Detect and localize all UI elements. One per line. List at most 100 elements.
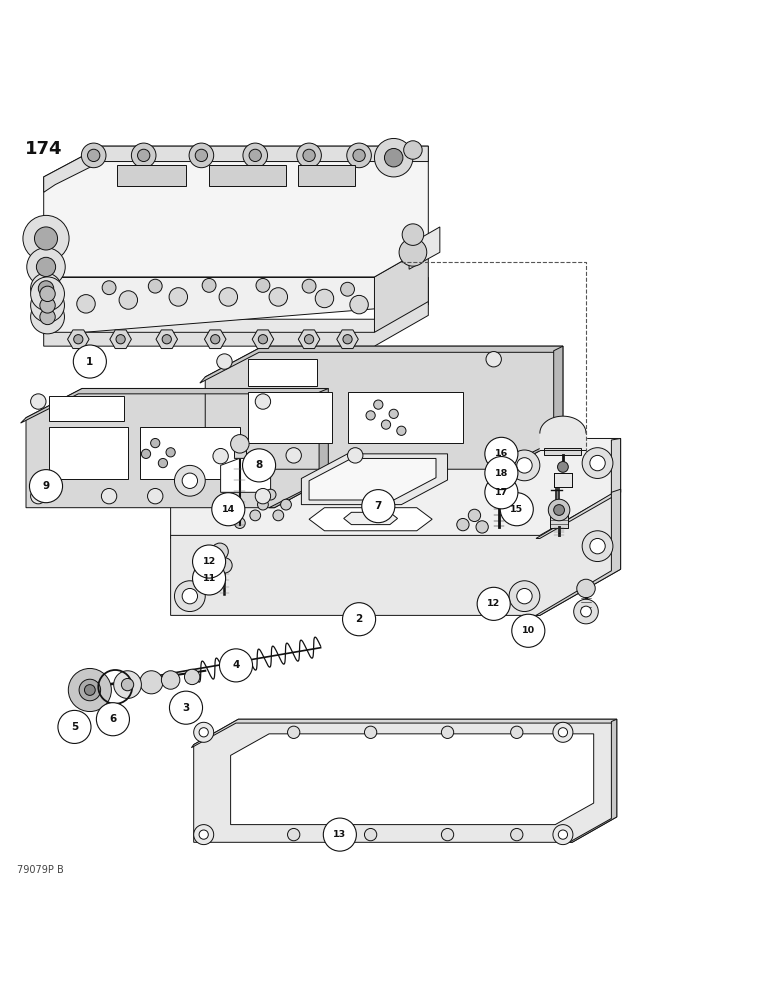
Circle shape xyxy=(194,825,214,845)
Circle shape xyxy=(79,679,100,701)
Circle shape xyxy=(243,143,268,168)
Circle shape xyxy=(189,143,214,168)
Circle shape xyxy=(366,411,375,420)
Circle shape xyxy=(119,291,137,309)
Circle shape xyxy=(512,614,545,647)
Polygon shape xyxy=(337,330,358,349)
Circle shape xyxy=(340,282,354,296)
Text: 16: 16 xyxy=(495,449,508,458)
Polygon shape xyxy=(49,427,128,479)
Circle shape xyxy=(217,558,232,573)
Circle shape xyxy=(553,722,573,742)
Polygon shape xyxy=(309,508,432,531)
Circle shape xyxy=(280,499,291,510)
Circle shape xyxy=(384,148,403,167)
Circle shape xyxy=(256,394,271,409)
Circle shape xyxy=(195,149,208,162)
Circle shape xyxy=(40,286,56,302)
Circle shape xyxy=(256,488,271,504)
Circle shape xyxy=(182,588,198,604)
Polygon shape xyxy=(67,330,89,349)
Circle shape xyxy=(469,509,481,522)
Polygon shape xyxy=(44,146,428,277)
Polygon shape xyxy=(205,346,563,469)
Text: 14: 14 xyxy=(222,505,235,514)
Circle shape xyxy=(211,335,220,344)
Circle shape xyxy=(399,238,427,266)
Circle shape xyxy=(147,488,163,504)
Circle shape xyxy=(174,465,205,496)
Bar xyxy=(554,473,572,487)
Circle shape xyxy=(350,295,368,314)
Circle shape xyxy=(557,462,568,472)
Circle shape xyxy=(113,671,141,698)
Circle shape xyxy=(486,352,501,367)
Polygon shape xyxy=(117,165,186,186)
Text: 11: 11 xyxy=(202,574,215,583)
Circle shape xyxy=(558,728,567,737)
Polygon shape xyxy=(297,165,355,186)
Circle shape xyxy=(347,448,363,463)
Circle shape xyxy=(486,448,501,464)
Circle shape xyxy=(381,420,391,429)
Circle shape xyxy=(161,671,180,689)
Polygon shape xyxy=(536,438,621,538)
Circle shape xyxy=(29,470,63,503)
Polygon shape xyxy=(44,288,428,335)
Polygon shape xyxy=(26,388,328,508)
Polygon shape xyxy=(44,146,428,192)
Circle shape xyxy=(558,830,567,839)
Text: 3: 3 xyxy=(182,703,190,713)
Circle shape xyxy=(174,581,205,612)
Bar xyxy=(234,444,246,458)
Circle shape xyxy=(137,149,150,162)
Circle shape xyxy=(194,722,214,742)
Circle shape xyxy=(219,649,252,682)
Polygon shape xyxy=(248,359,317,386)
Text: 12: 12 xyxy=(487,599,500,608)
Circle shape xyxy=(101,488,117,504)
Circle shape xyxy=(185,669,200,685)
Polygon shape xyxy=(501,346,563,469)
Circle shape xyxy=(58,710,91,743)
Polygon shape xyxy=(44,302,428,346)
Circle shape xyxy=(302,279,316,293)
Polygon shape xyxy=(191,719,617,748)
Circle shape xyxy=(353,149,365,162)
Circle shape xyxy=(303,149,315,162)
Circle shape xyxy=(343,335,352,344)
Bar xyxy=(550,512,568,528)
Circle shape xyxy=(87,149,100,162)
Circle shape xyxy=(36,257,56,277)
Circle shape xyxy=(590,455,605,471)
Circle shape xyxy=(249,149,262,162)
Polygon shape xyxy=(221,455,271,492)
Text: 6: 6 xyxy=(110,714,117,724)
Text: 7: 7 xyxy=(374,501,382,511)
Polygon shape xyxy=(205,330,226,349)
Text: 13: 13 xyxy=(334,830,347,839)
Circle shape xyxy=(192,545,225,578)
Circle shape xyxy=(31,488,46,504)
Polygon shape xyxy=(209,165,286,186)
Circle shape xyxy=(404,141,422,159)
Circle shape xyxy=(27,248,66,286)
Circle shape xyxy=(166,448,175,457)
Text: 18: 18 xyxy=(495,469,508,478)
Circle shape xyxy=(574,599,598,624)
Polygon shape xyxy=(569,719,617,842)
Circle shape xyxy=(582,531,613,562)
Circle shape xyxy=(81,143,106,168)
Polygon shape xyxy=(252,330,274,349)
Bar xyxy=(544,448,581,455)
Text: 79079P B: 79079P B xyxy=(17,865,63,875)
Circle shape xyxy=(509,450,540,481)
Circle shape xyxy=(35,227,58,250)
Circle shape xyxy=(548,499,570,521)
Circle shape xyxy=(235,518,245,528)
Circle shape xyxy=(286,448,301,463)
Text: 10: 10 xyxy=(522,626,535,635)
Circle shape xyxy=(141,449,151,458)
Circle shape xyxy=(121,678,134,691)
Circle shape xyxy=(485,457,518,490)
